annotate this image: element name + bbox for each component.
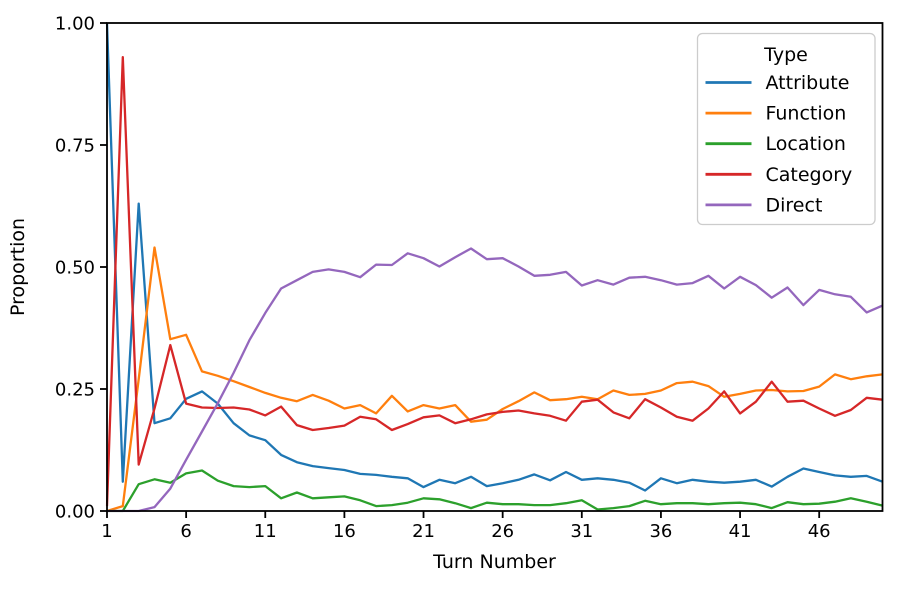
- legend-label: Attribute: [766, 72, 850, 94]
- x-axis-ticks: 1 6 11 16 21 26 31 36 41 46: [101, 511, 831, 542]
- series-line-attribute: [105, 22, 883, 492]
- legend-label: Category: [766, 164, 853, 186]
- y-tick-label: 0.50: [55, 258, 95, 279]
- legend-item-location: Location: [705, 133, 846, 155]
- series-line-location: [107, 469, 883, 513]
- plot-frame: [106, 22, 884, 512]
- series-line-category: [105, 56, 883, 507]
- y-tick-label: 0.25: [55, 380, 95, 401]
- legend-item-category: Category: [705, 164, 853, 186]
- legend-label: Direct: [766, 194, 823, 216]
- x-axis-label: Turn Number: [432, 551, 556, 573]
- legend-item-function: Function: [705, 103, 847, 125]
- legend: Type Attribute Function Location Category Di…: [696, 32, 876, 226]
- x-tick-label: 21: [412, 521, 435, 542]
- y-axis-label: Proportion: [7, 218, 29, 316]
- y-axis-ticks: 0.00 0.25 0.50 0.75 1.00: [55, 14, 107, 523]
- x-tick-label: 26: [491, 521, 514, 542]
- x-tick-label: 31: [570, 521, 593, 542]
- legend-label: Location: [766, 133, 846, 155]
- x-tick-label: 1: [101, 521, 112, 542]
- series-lines: [105, 22, 883, 513]
- x-tick-label: 46: [808, 521, 831, 542]
- series-line-function: [106, 246, 883, 513]
- x-tick-label: 6: [180, 521, 191, 542]
- y-tick-label: 0.00: [55, 502, 95, 523]
- y-tick-label: 0.75: [55, 136, 95, 157]
- legend-item-attribute: Attribute: [705, 72, 850, 94]
- x-tick-label: 11: [254, 521, 277, 542]
- legend-item-direct: Direct: [705, 194, 823, 216]
- y-tick-label: 1.00: [55, 14, 95, 35]
- legend-label: Function: [766, 103, 847, 125]
- x-tick-label: 36: [649, 521, 672, 542]
- series-line-direct: [107, 247, 883, 513]
- legend-title: Type: [763, 44, 808, 66]
- x-tick-label: 16: [333, 521, 356, 542]
- x-tick-label: 41: [729, 521, 752, 542]
